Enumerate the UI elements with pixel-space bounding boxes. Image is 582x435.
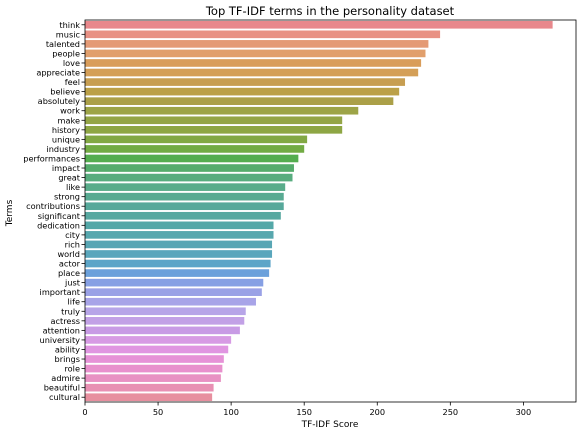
y-tick-label: people — [52, 48, 80, 58]
y-tick-label: like — [66, 182, 80, 192]
bar-city — [85, 231, 274, 239]
bar-actor — [85, 259, 271, 268]
y-tick-label: unique — [52, 134, 80, 144]
bar-appreciate — [85, 68, 419, 77]
y-tick-label: actor — [59, 259, 81, 269]
axes-frame — [84, 19, 577, 403]
bar-role — [85, 364, 223, 373]
bar-university — [85, 336, 232, 344]
y-tick-label: make — [58, 115, 80, 125]
y-tick-label: brings — [55, 354, 81, 364]
bar-life — [85, 297, 256, 306]
y-tick-label: absolutely — [38, 96, 80, 106]
y-tick-label: work — [60, 106, 80, 116]
x-tick-label: 50 — [153, 407, 163, 417]
x-axis-label: TF-IDF Score — [301, 420, 359, 430]
y-tick-label: university — [40, 335, 81, 345]
bar-just — [85, 278, 264, 287]
bar-actress — [85, 317, 245, 325]
bar-attention — [85, 326, 240, 335]
bar-brings — [85, 355, 224, 363]
x-tick-label: 150 — [296, 407, 312, 417]
bar-performances — [85, 154, 299, 163]
bar-place — [85, 269, 270, 277]
x-tick-label: 250 — [443, 407, 459, 417]
y-tick-label: world — [57, 249, 80, 259]
bar-contributions — [85, 202, 284, 211]
bar-absolutely — [85, 97, 394, 105]
bar-cultural — [85, 393, 213, 402]
bar-impact — [85, 164, 294, 172]
y-tick-label: talented — [46, 39, 80, 49]
y-tick-label: love — [63, 58, 80, 68]
y-tick-label: cultural — [49, 392, 80, 402]
bar-think — [85, 20, 553, 29]
x-tick-label: 0 — [82, 407, 87, 417]
y-tick-label: significant — [38, 211, 81, 221]
bar-talented — [85, 40, 429, 48]
x-tick-label: 300 — [516, 407, 532, 417]
y-tick-label: impact — [52, 163, 81, 173]
bar-work — [85, 106, 359, 115]
y-tick-label: place — [58, 268, 80, 278]
bar-ability — [85, 345, 229, 354]
bar-admire — [85, 374, 221, 382]
y-tick-label: music — [56, 29, 80, 39]
y-tick-label: beautiful — [44, 383, 80, 393]
bar-make — [85, 116, 343, 125]
bar-significant — [85, 211, 281, 220]
y-tick-label: performances — [23, 153, 80, 163]
bar-unique — [85, 135, 308, 144]
y-tick-label: ability — [55, 344, 80, 354]
bar-great — [85, 173, 293, 182]
bar-dedication — [85, 221, 274, 230]
bar-beautiful — [85, 383, 214, 392]
bar-history — [85, 126, 343, 134]
y-tick-label: believe — [50, 87, 80, 97]
chart-title: Top TF-IDF terms in the personality data… — [205, 4, 455, 18]
y-tick-label: just — [64, 278, 81, 288]
y-tick-label: dedication — [37, 220, 80, 230]
y-tick-label: actress — [51, 316, 80, 326]
x-tick-label: 200 — [369, 407, 385, 417]
bar-rich — [85, 240, 273, 249]
y-tick-label: appreciate — [36, 68, 80, 78]
bar-truly — [85, 307, 246, 316]
y-tick-label: attention — [43, 325, 80, 335]
y-tick-label: feel — [65, 77, 80, 87]
y-axis-label: Terms — [5, 199, 15, 227]
y-tick-label: role — [64, 364, 80, 374]
x-tick-label: 100 — [223, 407, 239, 417]
y-tick-label: life — [68, 297, 80, 307]
y-tick-label: industry — [46, 144, 80, 154]
y-tick-label: contributions — [26, 201, 80, 211]
bar-world — [85, 250, 273, 258]
bar-strong — [85, 192, 284, 201]
y-tick-label: think — [59, 20, 80, 30]
bar-industry — [85, 145, 305, 153]
bar-music — [85, 30, 441, 39]
bar-important — [85, 288, 262, 296]
y-tick-label: history — [52, 125, 80, 135]
bars-group — [85, 20, 553, 402]
bar-feel — [85, 78, 406, 86]
y-tick-label: important — [40, 287, 81, 297]
y-tick-label: city — [65, 230, 80, 240]
bar-people — [85, 49, 426, 58]
y-tick-label: truly — [61, 306, 80, 316]
bar-like — [85, 183, 286, 191]
y-tick-label: great — [58, 173, 80, 183]
y-tick-label: admire — [51, 373, 80, 383]
y-tick-label: strong — [54, 192, 80, 202]
bar-believe — [85, 87, 400, 96]
x-ticks-group: 0 50 100 150 200 250 300 — [82, 402, 531, 417]
y-tick-label: rich — [65, 239, 80, 249]
bar-love — [85, 59, 422, 67]
y-ticks-group: thinkmusictalentedpeopleloveappreciatefe… — [23, 20, 85, 402]
